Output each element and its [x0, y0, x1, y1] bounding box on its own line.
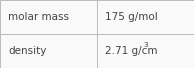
Text: 3: 3: [143, 42, 148, 48]
Text: density: density: [8, 46, 46, 56]
Text: 175 g/mol: 175 g/mol: [105, 12, 158, 22]
Text: molar mass: molar mass: [8, 12, 69, 22]
Text: 2.71 g/cm: 2.71 g/cm: [105, 46, 158, 56]
